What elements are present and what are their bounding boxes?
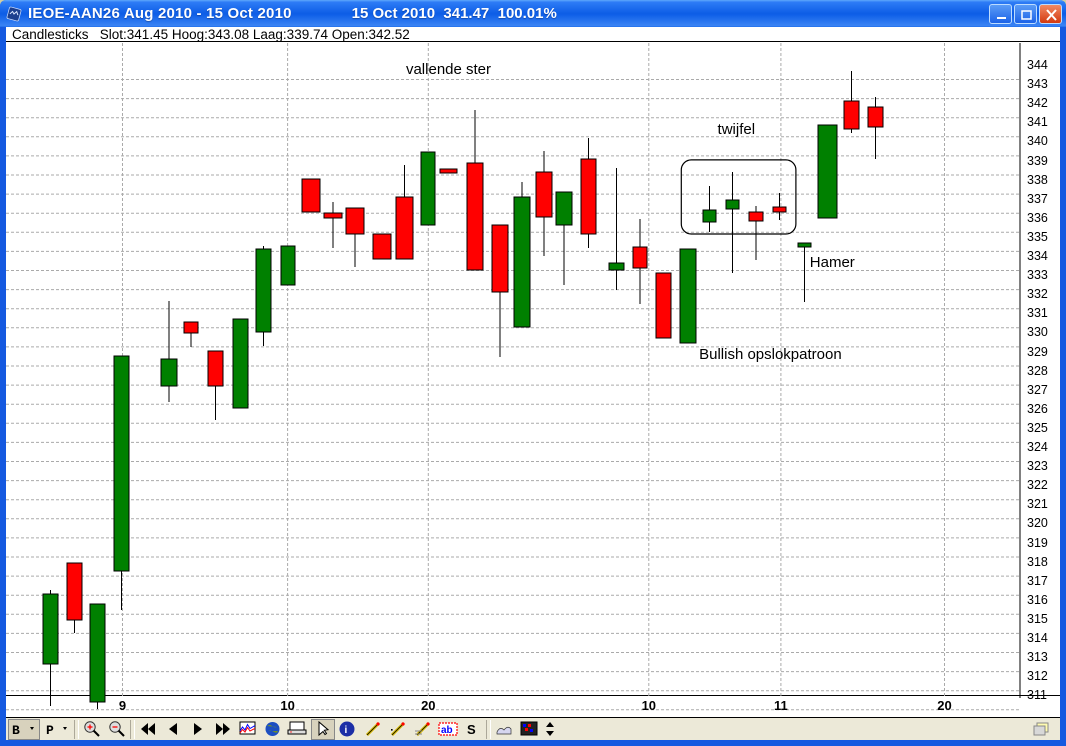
svg-text:i: i xyxy=(345,725,348,736)
svg-text:P: P xyxy=(46,723,54,738)
svg-text:S: S xyxy=(467,722,476,737)
svg-text:B: B xyxy=(12,723,20,738)
svg-text:ab: ab xyxy=(441,725,453,736)
